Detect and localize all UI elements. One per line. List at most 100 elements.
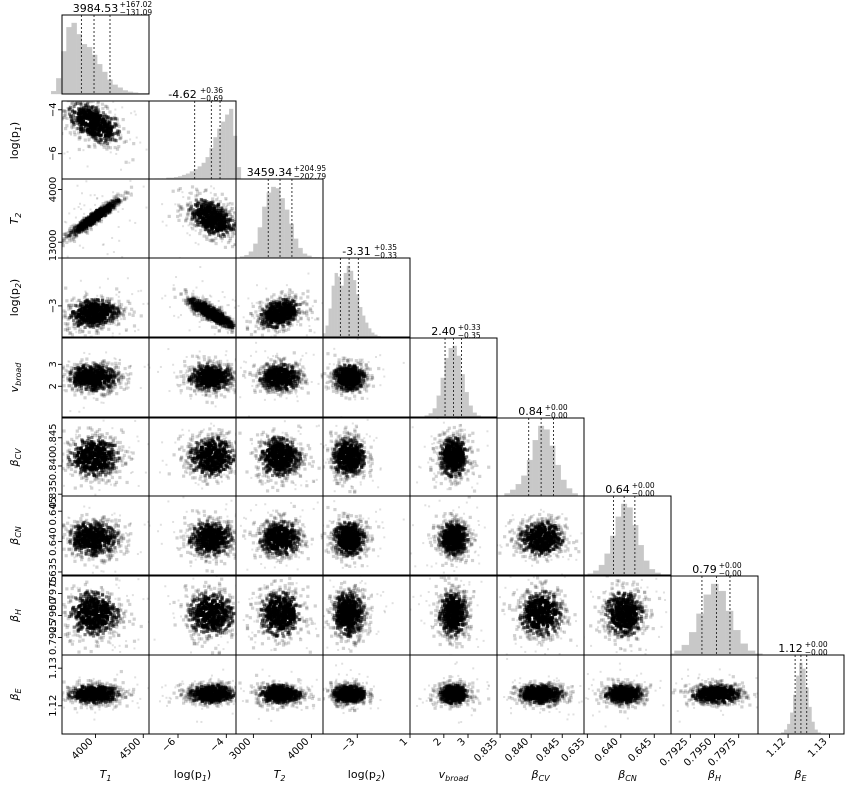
density-dot [294, 362, 298, 366]
density-dot [265, 298, 269, 302]
density-dot [272, 325, 277, 330]
density-tail-dot [112, 101, 115, 103]
density-dot [188, 305, 192, 310]
density-dot [183, 359, 187, 364]
density-tail-dot [268, 298, 271, 301]
density-dot [100, 367, 104, 371]
density-dot [122, 307, 126, 312]
density-dot [94, 216, 99, 220]
density-tail-dot [53, 286, 55, 288]
density-dot [91, 374, 95, 378]
density-dot [122, 140, 126, 144]
density-tail-dot [220, 236, 223, 239]
density-dot [68, 131, 72, 135]
density-dot [216, 213, 221, 217]
density-dot [62, 232, 66, 237]
density-tail-dot [69, 372, 72, 375]
density-dot [71, 229, 75, 233]
panel-frame [235, 257, 324, 338]
density-dot [198, 191, 202, 196]
density-dot [103, 307, 107, 312]
density-tail-dot [106, 253, 109, 256]
density-dot [112, 370, 117, 374]
density-dot [217, 211, 222, 215]
density-points [62, 277, 149, 337]
density-dot [228, 386, 233, 390]
density-tail-dot [297, 314, 300, 317]
density-dot [271, 305, 275, 309]
density-tail-dot [293, 315, 296, 318]
density-tail-dot [289, 289, 292, 292]
hist-bar [703, 594, 712, 656]
density-dot [74, 313, 78, 317]
density-dot [226, 240, 231, 245]
density-dot [84, 374, 88, 378]
density-dot [75, 304, 79, 308]
density-tail-dot [94, 299, 97, 302]
density-dot [219, 375, 223, 379]
density-dot [296, 319, 300, 323]
density-dot [85, 226, 89, 231]
density-dot [199, 215, 203, 220]
density-dot [67, 112, 72, 116]
density-tail-dot [121, 208, 124, 211]
hist-bar [262, 206, 267, 259]
density-tail-dot [234, 233, 236, 236]
density-tail-dot [190, 388, 193, 391]
density-dot [191, 227, 195, 231]
density-tail-dot [207, 204, 210, 207]
density-tail-dot [186, 301, 189, 304]
hist-bar [718, 590, 726, 656]
density-dot [93, 145, 97, 149]
density-dot [179, 205, 184, 209]
density-tail-dot [167, 348, 170, 351]
density-dot [102, 359, 106, 363]
density-dot [139, 314, 143, 318]
density-dot [201, 296, 205, 300]
density-dot [189, 393, 193, 398]
density-tail-dot [234, 299, 236, 302]
density-dot [230, 328, 234, 332]
density-dot [226, 316, 230, 320]
density-dot [114, 201, 118, 205]
density-dot [98, 138, 102, 142]
density-dot [114, 139, 118, 143]
density-tail-dot [182, 196, 185, 199]
density-dot [282, 302, 286, 306]
density-dot [216, 307, 220, 312]
density-dot [272, 327, 276, 331]
density-tail-dot [228, 201, 231, 204]
density-dot [276, 314, 281, 318]
density-dot [112, 115, 116, 120]
density-dot [62, 237, 66, 241]
density-tail-dot [87, 301, 90, 304]
density-dot [193, 366, 197, 370]
density-dot [211, 197, 215, 201]
density-dot [192, 307, 196, 311]
density-dot [88, 372, 92, 376]
density-tail-dot [118, 239, 121, 242]
density-dot [70, 101, 74, 105]
density-dot [286, 312, 290, 316]
density-tail-dot [65, 221, 68, 224]
density-dot [96, 364, 100, 368]
density-tail-dot [218, 379, 221, 382]
density-dot [272, 317, 276, 321]
density-dot [203, 300, 207, 304]
density-dot [78, 303, 83, 307]
density-dot [204, 298, 208, 302]
density-tail-dot [53, 378, 55, 380]
density-dot [177, 203, 181, 207]
density-dot [224, 209, 228, 213]
density-tail-dot [159, 365, 162, 368]
density-dot [220, 223, 224, 227]
density-tail-dot [225, 204, 228, 207]
hist-bar [102, 71, 108, 95]
density-dot [88, 125, 92, 129]
density-dot [127, 365, 132, 369]
density-dot [219, 228, 224, 232]
density-dot [111, 138, 115, 142]
hist-bar [343, 272, 348, 338]
density-dot [284, 302, 288, 306]
density-dot [213, 210, 217, 214]
